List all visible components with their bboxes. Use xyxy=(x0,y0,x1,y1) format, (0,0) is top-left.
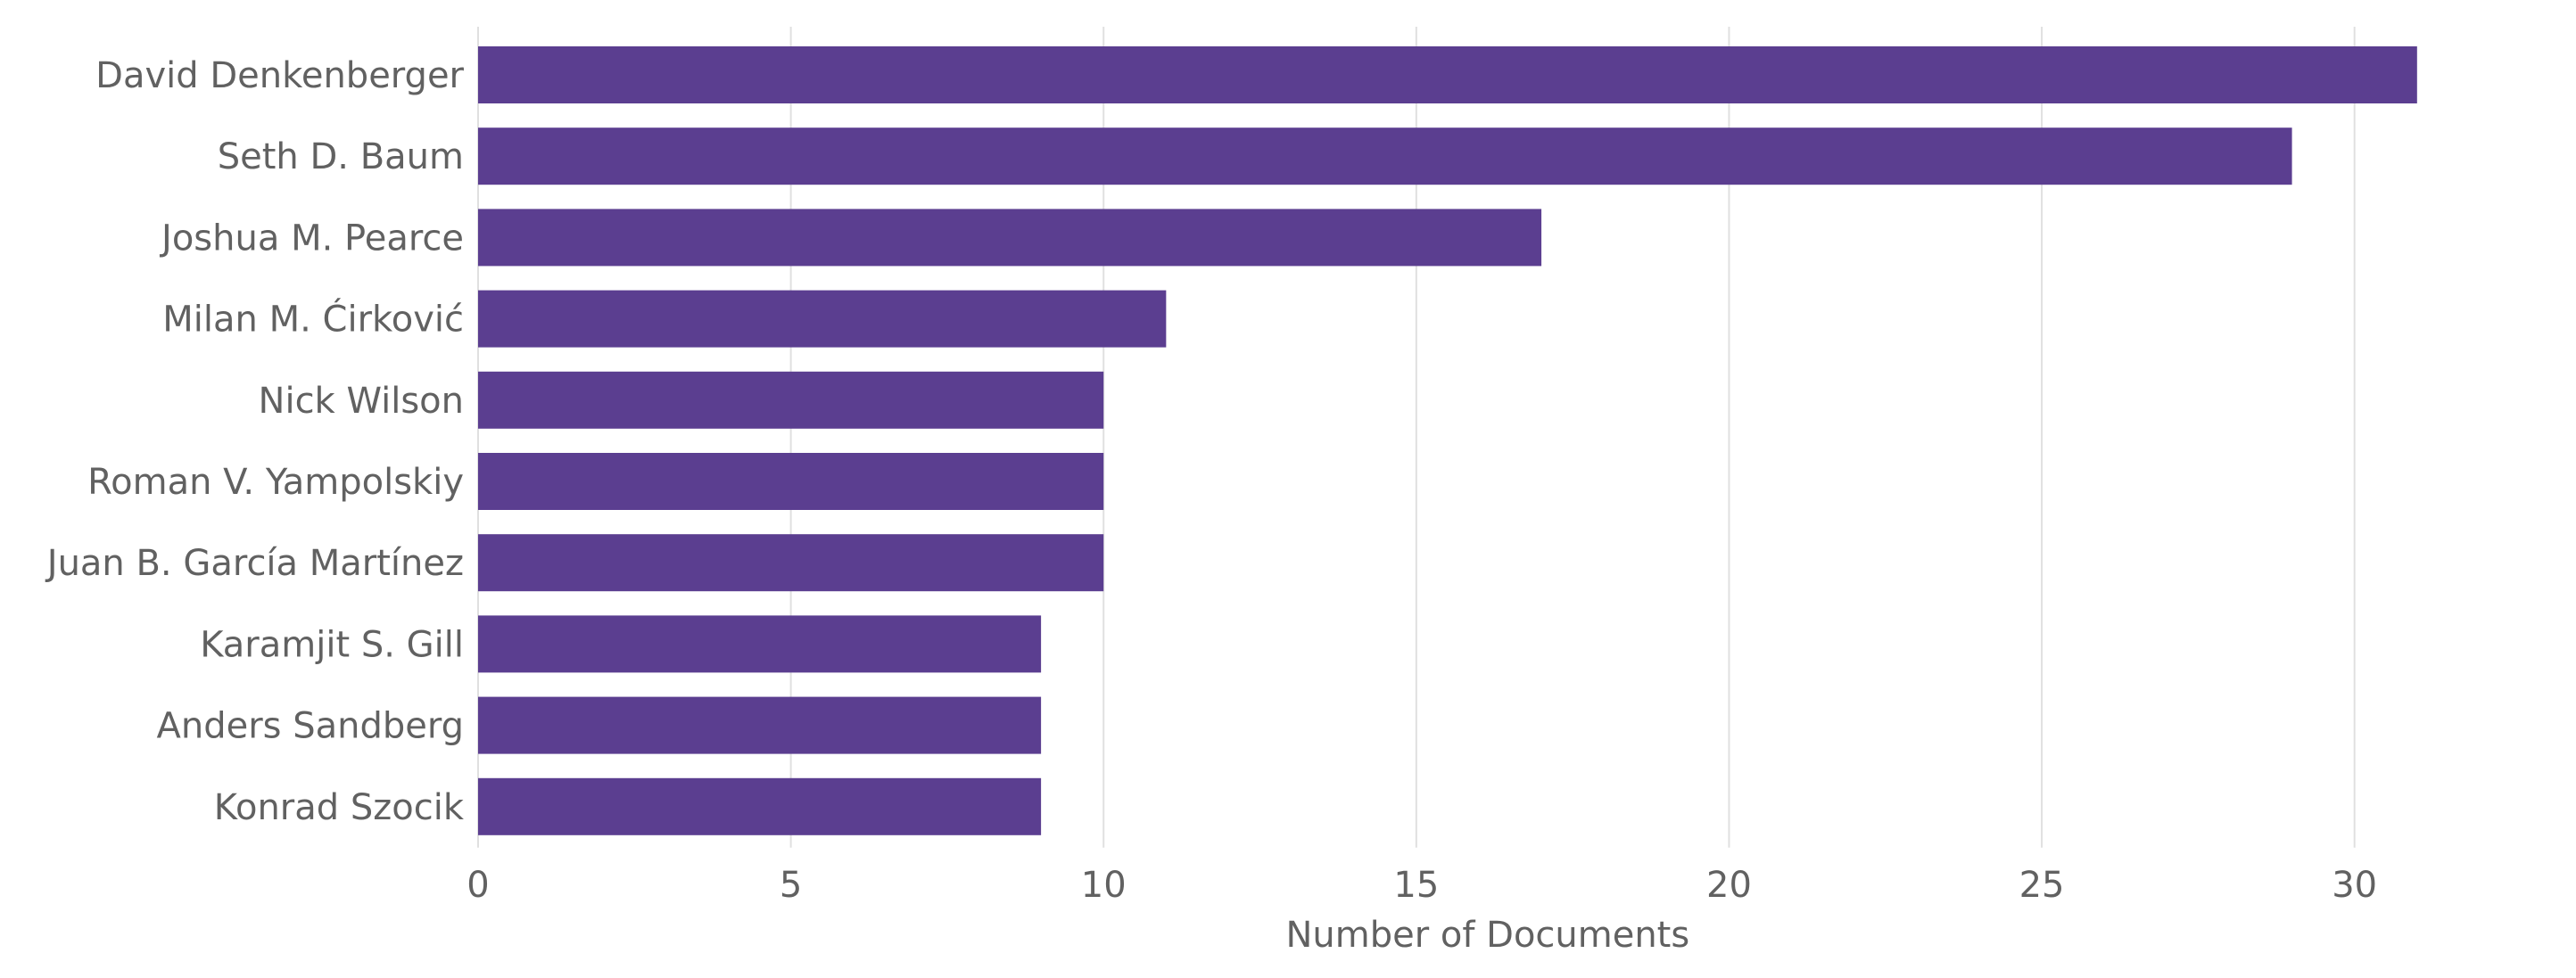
bar-7 xyxy=(478,615,1042,673)
category-label-3: Milan M. Ćirković xyxy=(162,298,464,341)
bar-9 xyxy=(478,777,1042,835)
category-label-8: Anders Sandberg xyxy=(157,706,465,747)
category-label-9: Konrad Szocik xyxy=(214,787,465,828)
x-tick-label-5: 5 xyxy=(780,865,802,906)
category-label-6: Juan B. García Martínez xyxy=(45,543,464,584)
bar-1 xyxy=(478,127,2292,185)
x-axis-title: Number of Documents xyxy=(1285,915,1689,956)
x-tick-label-0: 0 xyxy=(466,865,489,906)
bar-0 xyxy=(478,46,2417,103)
x-tick-label-20: 20 xyxy=(1706,865,1752,906)
category-label-0: David Denkenberger xyxy=(95,55,464,96)
category-label-1: Seth D. Baum xyxy=(218,136,464,177)
x-tick-label-15: 15 xyxy=(1393,865,1439,906)
x-tick-label-30: 30 xyxy=(2332,865,2377,906)
x-tick-labels: 0 5 10 15 20 25 30 xyxy=(466,865,2377,906)
bar-6 xyxy=(478,534,1104,592)
bar-2 xyxy=(478,209,1542,267)
category-label-2: Joshua M. Pearce xyxy=(159,218,464,259)
bar-4 xyxy=(478,371,1104,429)
category-label-5: Roman V. Yampolskiy xyxy=(87,462,464,503)
bar-layer xyxy=(478,46,2417,835)
category-labels: David Denkenberger Seth D. Baum Joshua M. … xyxy=(45,55,465,828)
bar-3 xyxy=(478,290,1167,348)
x-tick-label-10: 10 xyxy=(1081,865,1127,906)
bar-8 xyxy=(478,696,1042,754)
category-label-4: Nick Wilson xyxy=(259,381,464,422)
category-label-7: Karamjit S. Gill xyxy=(200,624,464,665)
x-tick-label-25: 25 xyxy=(2019,865,2065,906)
bar-5 xyxy=(478,453,1104,510)
